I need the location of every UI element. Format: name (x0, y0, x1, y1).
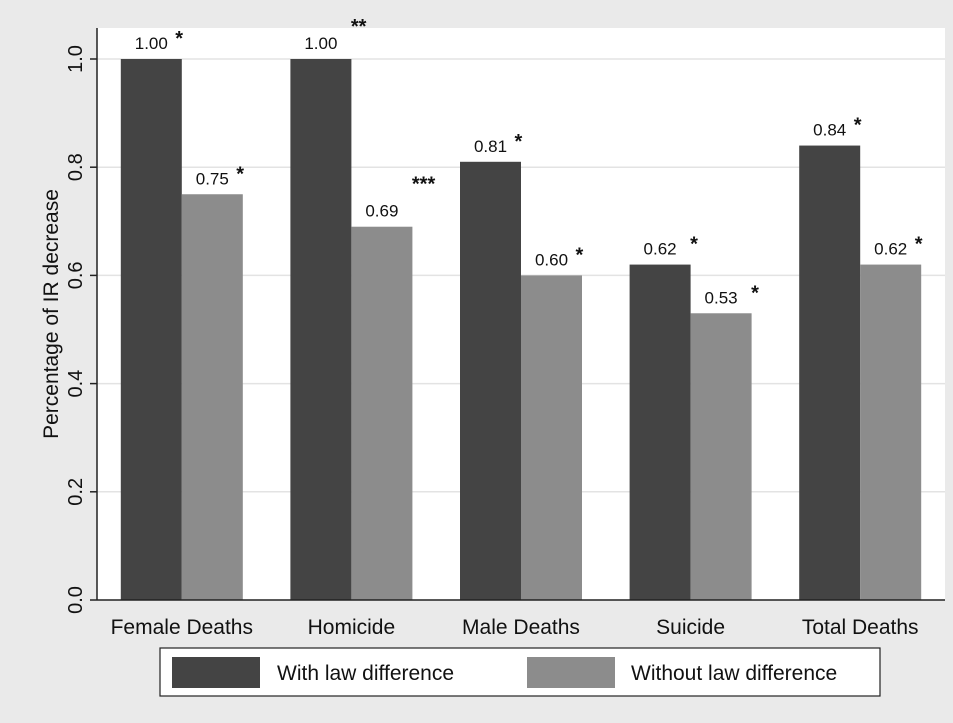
bar (181, 194, 243, 600)
data-label: 0.75 (196, 169, 229, 188)
legend-box (159, 647, 881, 697)
data-label: 0.84 (813, 121, 846, 140)
bar (351, 226, 413, 600)
y-tick-label: 1.0 (65, 45, 87, 73)
bar (629, 264, 691, 600)
bar (460, 161, 521, 601)
significance-marker: * (854, 115, 862, 137)
significance-marker: * (576, 244, 584, 266)
legend-swatch-without-law (527, 657, 615, 688)
bar (521, 275, 582, 600)
value-labels: 1.00 *0.75 *1.00**0.69***0.81 *0.60 * 0.62 *0.… (135, 16, 923, 307)
legend-swatch-with-law (172, 657, 260, 688)
bars (120, 59, 922, 601)
significance-marker: * (690, 234, 698, 256)
legend-label-without-law: Without law difference (631, 662, 837, 685)
data-label: 1.00 (135, 34, 168, 53)
x-category-label: Homicide (308, 616, 396, 639)
significance-marker: * (915, 234, 923, 256)
x-category-label: Total Deaths (802, 616, 919, 639)
data-label: 0.62 (644, 240, 677, 259)
significance-marker: *** (412, 174, 436, 196)
significance-marker: * (236, 163, 244, 185)
y-tick-label: 0.0 (65, 586, 87, 614)
significance-marker: * (751, 282, 759, 304)
x-category-labels: Female Deaths Homicide Male Deaths Suicide T… (111, 616, 919, 639)
data-label: 0.81 (474, 137, 507, 156)
x-category-label: Suicide (656, 616, 725, 639)
y-tick-label: 0.4 (65, 370, 87, 398)
significance-marker: ** (351, 16, 367, 38)
significance-marker: * (515, 131, 523, 153)
data-label: 0.60 (535, 250, 568, 269)
bar (690, 313, 752, 600)
x-category-label: Female Deaths (111, 616, 253, 639)
y-tick-label: 0.2 (65, 478, 87, 506)
y-ticks: 0.0 0.2 0.4 0.6 0.8 1.0 (65, 45, 97, 614)
data-label: 0.53 (705, 288, 738, 307)
data-label: 0.62 (874, 240, 907, 259)
bar (860, 264, 922, 600)
y-tick-label: 0.6 (65, 261, 87, 289)
x-category-label: Male Deaths (462, 616, 580, 639)
data-label: 1.00 (304, 34, 337, 53)
legend: With law difference Without law differen… (159, 647, 881, 697)
bar (120, 59, 182, 600)
data-label: 0.69 (365, 202, 398, 221)
legend-label-with-law: With law difference (277, 662, 454, 685)
y-tick-label: 0.8 (65, 153, 87, 181)
significance-marker: * (175, 28, 183, 50)
bar (799, 145, 861, 600)
y-axis-title: Percentage of IR decrease (40, 189, 63, 439)
bar (290, 59, 352, 600)
